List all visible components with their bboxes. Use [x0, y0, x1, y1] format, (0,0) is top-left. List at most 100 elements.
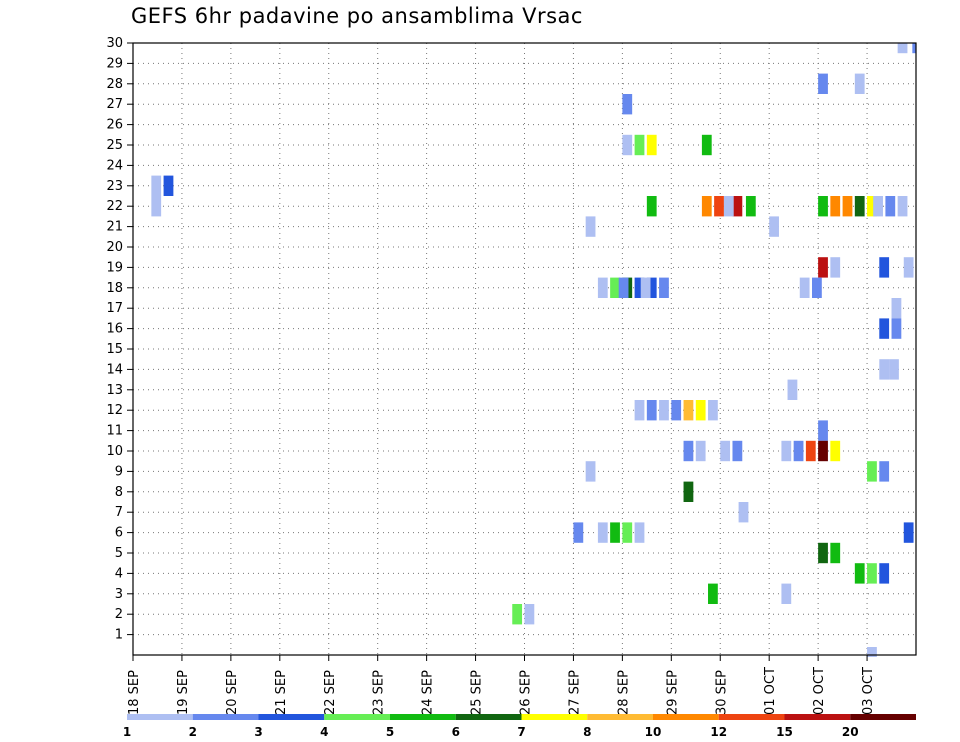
heatmap-cell [714, 196, 724, 217]
y-tick-label: 12 [106, 403, 123, 418]
cells [151, 43, 926, 657]
y-tick-label: 16 [106, 322, 123, 337]
x-tick-label: 19 SEP [176, 670, 191, 715]
colorbar-label: 1 [123, 725, 131, 739]
heatmap-cell [524, 604, 535, 625]
x-tick-label: 18 SEP [127, 670, 142, 715]
heatmap-cell [701, 134, 712, 156]
heatmap-cell [818, 420, 828, 441]
y-tick-label: 26 [106, 118, 123, 133]
heatmap-cell [634, 134, 645, 156]
heatmap-cell [867, 563, 877, 584]
heatmap-cell [805, 440, 816, 462]
colorbar-label: 4 [320, 725, 328, 739]
x-tick-label: 03 OCT [861, 667, 876, 715]
y-tick-label: 1 [115, 628, 123, 643]
heatmap-cell [610, 522, 620, 543]
y-tick-label: 2 [115, 607, 123, 622]
y-tick-label: 5 [115, 546, 123, 561]
heatmap-cell [879, 563, 890, 584]
colorbar: 1 2 3 4 5 6 7 8 10 12 15 20 [123, 714, 916, 739]
colorbar-segment [258, 714, 325, 720]
heatmap-cell [830, 542, 841, 564]
colorbar-label: 10 [645, 725, 662, 739]
colorbar-label: 7 [517, 725, 525, 739]
colorbar-label: 2 [189, 725, 197, 739]
colorbar-segment [653, 714, 719, 720]
heatmap-cell [610, 277, 620, 298]
heatmap-cell [891, 298, 902, 319]
heatmap-cell [622, 134, 633, 156]
colorbar-segment [521, 714, 588, 720]
colorbar-label: 8 [583, 725, 591, 739]
heatmap-cell [879, 257, 890, 278]
y-tick-label: 4 [115, 566, 123, 581]
colorbar-segment [850, 714, 916, 720]
heatmap-cell [646, 400, 657, 421]
colorbar-label: 6 [452, 725, 460, 739]
y-tick-label: 20 [106, 240, 123, 255]
heatmap-cell [597, 522, 608, 543]
heatmap-cell [622, 94, 633, 115]
heatmap-cell [891, 318, 902, 339]
heatmap-cell [830, 257, 841, 278]
heatmap-cell [646, 196, 657, 217]
heatmap-cell [873, 196, 883, 217]
heatmap-cell [903, 522, 914, 543]
y-tick-label: 28 [106, 77, 123, 92]
colorbar-label: 20 [842, 725, 859, 739]
colorbar-segment [718, 714, 785, 720]
heatmap-cell [618, 277, 629, 298]
heatmap-cell [151, 196, 162, 217]
heatmap-cell [732, 196, 743, 217]
heatmap-cell [640, 277, 651, 298]
heatmap-cell [885, 196, 896, 217]
heatmap-cell [732, 440, 743, 462]
y-tick-label: 19 [106, 260, 123, 275]
heatmap-cell [585, 461, 596, 482]
y-tick-label: 30 [106, 36, 123, 51]
heatmap-cell [854, 563, 865, 584]
y-tick-label: 23 [106, 179, 123, 194]
heatmap-cell [671, 400, 682, 421]
heatmap-cell [879, 359, 890, 380]
colorbar-label: 3 [254, 725, 262, 739]
heatmap-cell [634, 277, 645, 298]
y-tick-label: 22 [106, 199, 123, 214]
heatmap-cell [818, 73, 828, 94]
grid [133, 42, 916, 655]
x-tick-label: 26 SEP [519, 670, 534, 715]
heatmap-cell [854, 196, 865, 217]
heatmap-cell [879, 318, 890, 339]
x-tick-label: 21 SEP [274, 670, 289, 715]
x-tick-label: 30 SEP [714, 670, 729, 715]
y-tick-label: 29 [106, 56, 123, 71]
y-tick-label: 14 [106, 362, 123, 377]
y-tick-label: 27 [106, 97, 123, 112]
heatmap-cell [818, 196, 828, 217]
heatmap-cell [512, 604, 523, 625]
heatmap-cell [151, 175, 162, 196]
heatmap-cell [897, 196, 908, 217]
heatmap-cell [622, 522, 633, 543]
y-tick-label: 10 [106, 444, 123, 459]
y-tick-label: 9 [115, 464, 123, 479]
x-tick-label: 22 SEP [323, 670, 338, 715]
y-tick-label: 21 [106, 220, 123, 235]
heatmap-cell [720, 440, 731, 462]
heatmap-cell [573, 522, 584, 543]
heatmap-cell [781, 440, 792, 462]
heatmap-cell [745, 196, 756, 217]
heatmap-cell [812, 277, 822, 298]
y-tick-label: 3 [115, 587, 123, 602]
heatmap-cell [659, 277, 669, 298]
colorbar-segment [192, 714, 259, 720]
y-tick-label: 13 [106, 383, 123, 398]
heatmap-cell [916, 74, 926, 94]
heatmap-cell [585, 216, 596, 237]
colorbar-segment [455, 714, 522, 720]
heatmap-cell [781, 583, 792, 604]
heatmap-cell [646, 277, 657, 298]
heatmap-cell [867, 196, 877, 217]
